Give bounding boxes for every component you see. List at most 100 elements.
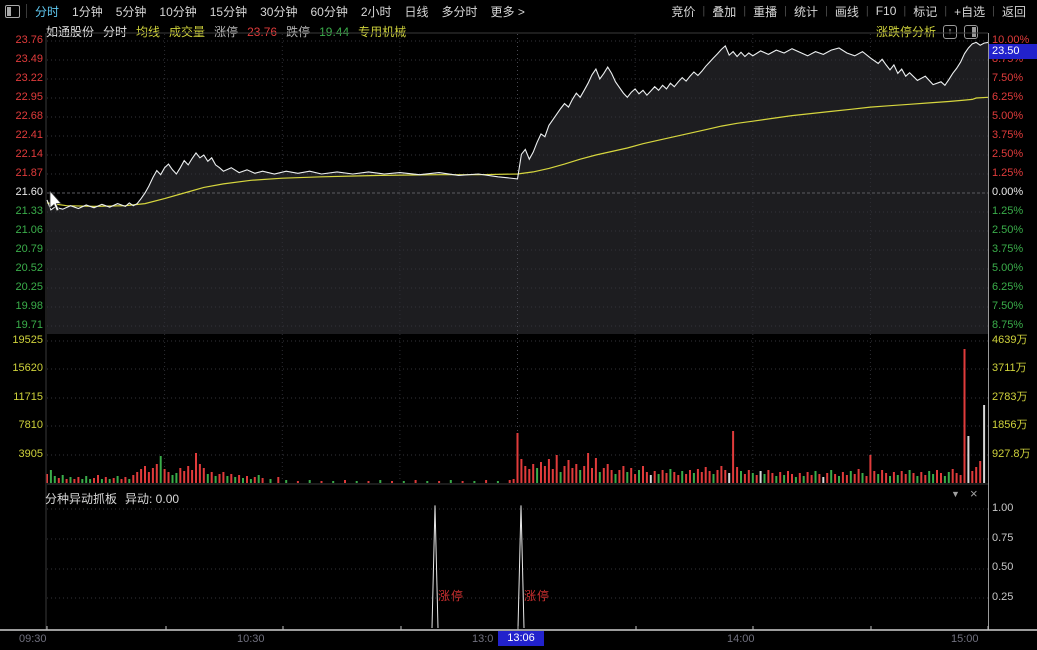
price-axis-label: 22.95 bbox=[15, 91, 43, 103]
percent-axis-label: 5.00% bbox=[992, 262, 1024, 274]
limit-down-price: 19.44 bbox=[319, 24, 350, 39]
toolbar-button-竞价[interactable]: 竞价 bbox=[671, 4, 696, 19]
percent-axis-label: 1.25% bbox=[992, 205, 1024, 217]
price-axis-label: 20.52 bbox=[15, 262, 43, 274]
volume-toggle[interactable]: 成交量 bbox=[169, 25, 206, 39]
amount-axis-label: 927.8万 bbox=[992, 447, 1031, 460]
volume-axis-label: 7810 bbox=[18, 419, 43, 432]
toolbar-button-叠加[interactable]: 叠加 bbox=[712, 4, 737, 19]
volume-axis-label: 15620 bbox=[12, 362, 43, 375]
share-up-icon[interactable]: ↑ bbox=[943, 24, 957, 39]
close-icon[interactable]: × bbox=[970, 486, 978, 501]
percent-axis-label: 1.25% bbox=[992, 167, 1024, 179]
titlebar: 分时 1分钟 5分钟 10分钟 15分钟 30分钟 60分钟 2小时 日线 多分时 更多 > 竞价 |… bbox=[0, 0, 1037, 22]
button-divider: | bbox=[743, 5, 747, 17]
tab-分时[interactable]: 分时 bbox=[35, 4, 60, 19]
price-axis-label: 20.79 bbox=[15, 243, 43, 255]
tab-更多 >[interactable]: 更多 > bbox=[490, 4, 525, 19]
panel-layout-icon[interactable] bbox=[964, 24, 978, 39]
percent-axis-label: 0.00% bbox=[992, 186, 1024, 198]
price-axis-label: 21.06 bbox=[15, 224, 43, 236]
percent-axis-label: 6.25% bbox=[992, 281, 1024, 293]
toolbar-button-F10[interactable]: F10 bbox=[875, 4, 897, 18]
time-axis-label: 09:30 bbox=[19, 633, 47, 645]
volume-axis-label: 19525 bbox=[12, 334, 43, 346]
period-label: 分时 bbox=[103, 25, 128, 39]
sub-indicator-value: 异动: 0.00 bbox=[125, 492, 180, 506]
toolbar-button-返回[interactable]: 返回 bbox=[1001, 4, 1026, 19]
volume-axis-label: 3905 bbox=[18, 447, 43, 460]
percent-axis-label: 3.75% bbox=[992, 243, 1024, 255]
price-axis-label: 23.76 bbox=[15, 34, 43, 46]
chevron-down-icon[interactable]: ▼ bbox=[951, 489, 960, 499]
toolbar-button-+自选[interactable]: +自选 bbox=[954, 4, 986, 19]
price-axis-label: 22.41 bbox=[15, 129, 43, 141]
price-axis-label: 20.25 bbox=[15, 281, 43, 293]
toolbar-button-统计[interactable]: 统计 bbox=[793, 4, 818, 19]
button-divider: | bbox=[824, 5, 828, 17]
limit-up-price: 23.76 bbox=[247, 24, 278, 39]
button-divider: | bbox=[702, 5, 706, 17]
percent-axis-label: 2.50% bbox=[992, 148, 1024, 160]
price-axis-label: 21.87 bbox=[15, 167, 43, 179]
button-divider: | bbox=[784, 5, 787, 17]
tab-30分钟[interactable]: 30分钟 bbox=[260, 4, 298, 19]
infobar: 如通股份 分时 均线 成交量 涨停 23.76 跌停 19.44 专用机械 涨跌… bbox=[0, 21, 1037, 40]
price-axis-label: 23.49 bbox=[15, 53, 43, 65]
price-axis-label: 19.71 bbox=[15, 319, 43, 331]
price-line bbox=[46, 41, 989, 211]
period-tabs: 分时 1分钟 5分钟 10分钟 15分钟 30分钟 60分钟 2小时 日线 多分时 更多 > bbox=[35, 3, 538, 20]
titlebar-buttons: 竞价 | 叠加 | 重播 | 统计 | 画线 | F10 | 标记 | +自选 | 返回 bbox=[664, 0, 1033, 22]
percent-axis-label: 10.00% bbox=[992, 34, 1030, 46]
mouse-cursor bbox=[49, 191, 62, 212]
button-divider: | bbox=[865, 5, 869, 17]
button-divider: | bbox=[903, 5, 907, 17]
tab-2小时[interactable]: 2小时 bbox=[360, 4, 392, 19]
tab-1分钟[interactable]: 1分钟 bbox=[72, 4, 103, 19]
infobar-left: 如通股份 分时 均线 成交量 涨停 23.76 跌停 19.44 专用机械 bbox=[46, 23, 406, 40]
tab-多分时[interactable]: 多分时 bbox=[441, 4, 478, 19]
price-area-fill bbox=[47, 42, 988, 335]
industry-tag[interactable]: 专用机械 bbox=[358, 25, 407, 39]
limit-analysis-button[interactable]: 涨跌停分析 bbox=[875, 25, 936, 39]
tab-10分钟[interactable]: 10分钟 bbox=[159, 4, 197, 19]
percent-axis-label: 8.75% bbox=[992, 319, 1024, 331]
limit-up-marker: 涨停 bbox=[438, 589, 465, 603]
sub-spike bbox=[431, 505, 439, 629]
percent-axis-label: 6.25% bbox=[992, 91, 1024, 103]
sub-indicator-title: 分种异动抓板 bbox=[45, 492, 118, 506]
toolbar-button-重播[interactable]: 重播 bbox=[753, 4, 778, 19]
amount-axis-label: 2783万 bbox=[992, 390, 1028, 403]
crosshair-price-badge: 23.50 bbox=[989, 44, 1037, 59]
price-axis-label: 19.98 bbox=[15, 300, 43, 312]
tab-5分钟[interactable]: 5分钟 bbox=[115, 4, 147, 19]
toolbar-button-标记[interactable]: 标记 bbox=[913, 4, 938, 19]
time-axis-label: 13:0 bbox=[472, 633, 494, 645]
time-axis-label: 15:00 bbox=[951, 633, 979, 645]
price-axis-label: 21.33 bbox=[15, 205, 43, 217]
price-axis-label: 22.68 bbox=[15, 110, 43, 122]
amount-axis-label: 4639万 bbox=[992, 334, 1028, 346]
infobar-right: 涨跌停分析 ↑ bbox=[876, 23, 978, 40]
toolbar-button-画线[interactable]: 画线 bbox=[834, 4, 859, 19]
sub-scale-label: 0.25 bbox=[992, 591, 1014, 604]
price-axis-label: 23.22 bbox=[15, 72, 43, 84]
avg-line bbox=[46, 96, 989, 208]
limit-up-label: 涨停 bbox=[214, 25, 239, 39]
tab-60分钟[interactable]: 60分钟 bbox=[310, 4, 348, 19]
percent-axis-label: 3.75% bbox=[992, 129, 1024, 141]
percent-axis-label: 7.50% bbox=[992, 72, 1024, 84]
tab-15分钟[interactable]: 15分钟 bbox=[209, 4, 248, 19]
price-axis-label: 22.14 bbox=[15, 148, 43, 160]
crosshair-time-badge: 13:06 bbox=[498, 631, 544, 646]
ma-toggle[interactable]: 均线 bbox=[136, 25, 161, 39]
button-divider: | bbox=[992, 5, 995, 17]
stock-name: 如通股份 bbox=[46, 25, 95, 39]
window-split-icon[interactable] bbox=[5, 4, 20, 18]
limit-up-marker: 涨停 bbox=[524, 589, 551, 603]
tab-日线[interactable]: 日线 bbox=[404, 4, 429, 19]
sub-indicator-header[interactable]: 分种异动抓板 异动: 0.00 bbox=[45, 490, 179, 507]
sub-spike bbox=[517, 505, 525, 629]
